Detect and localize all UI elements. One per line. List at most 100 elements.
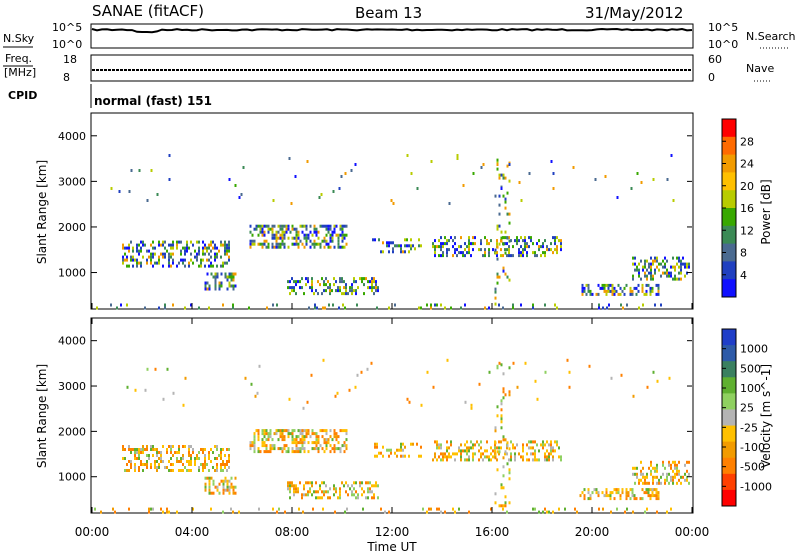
scatter-cell: [466, 449, 468, 453]
scatter-cell: [172, 445, 174, 448]
scatter-cell: [226, 448, 228, 451]
scatter-cell: [656, 256, 658, 260]
scatter-cell: [359, 277, 361, 281]
scatter-cell: [530, 452, 532, 456]
scatter-cell: [210, 243, 212, 247]
scatter-cell: [448, 455, 450, 459]
scatter-cell: [293, 438, 296, 442]
scatter-cell: [680, 265, 682, 269]
scatter-cell: [168, 255, 170, 259]
scatter-cell: [128, 448, 130, 451]
scatter-cell: [339, 245, 342, 249]
scatter-cell: [198, 252, 200, 256]
scatter-cell: [502, 507, 504, 511]
scatter-cell: [204, 454, 206, 457]
scatter-cell: [408, 400, 411, 404]
scatter-cell: [198, 246, 200, 250]
scatter-cell: [359, 484, 361, 488]
scatter-cell: [450, 440, 452, 444]
scatter-cell: [315, 230, 318, 234]
scatter-cell: [484, 455, 486, 459]
scatter-cell: [482, 458, 484, 462]
scatter-cell: [319, 496, 321, 500]
scatter-cell: [670, 274, 672, 278]
scatter-cell: [307, 429, 310, 433]
scatter-cell: [303, 245, 306, 249]
scatter-cell: [357, 493, 359, 497]
scatter-cell: [650, 265, 652, 269]
scatter-cell: [468, 248, 470, 252]
scatter-cell: [380, 507, 382, 511]
scatter-cell: [436, 443, 438, 447]
scatter-cell: [440, 242, 442, 246]
scatter-cell: [234, 184, 237, 187]
scatter-cell: [400, 445, 402, 449]
scatter-cell: [508, 248, 510, 252]
scatter-cell: [210, 491, 213, 495]
scatter-cell: [146, 249, 148, 253]
scatter-cell: [444, 242, 446, 246]
scatter-cell: [210, 507, 212, 511]
scatter-cell: [298, 507, 300, 511]
scatter-cell: [306, 160, 309, 163]
scatter-cell: [544, 239, 546, 243]
scatter-cell: [686, 460, 688, 464]
scatter-cell: [464, 242, 466, 246]
scatter-cell: [464, 248, 466, 252]
scatter-cell: [311, 429, 314, 433]
scatter-cell: [470, 446, 472, 450]
scatter-cell: [568, 385, 571, 389]
scatter-cell: [392, 250, 394, 254]
scatter-cell: [375, 481, 377, 485]
scatter-cell: [504, 452, 506, 456]
scatter-cell: [446, 446, 448, 450]
scatter-cell: [532, 303, 534, 307]
scatter-cell: [502, 254, 504, 258]
scatter-cell: [676, 262, 678, 266]
scatter-cell: [640, 472, 642, 476]
scatter-cell: [496, 364, 499, 368]
scatter-cell: [504, 248, 506, 252]
scatter-cell: [210, 240, 212, 244]
scatter-cell: [148, 507, 150, 511]
scatter-cell: [180, 252, 182, 256]
scatter-cell: [257, 429, 260, 433]
scatter-cell: [293, 289, 295, 293]
scatter-cell: [184, 252, 186, 256]
scatter-cell: [530, 440, 532, 444]
scatter-cell: [496, 163, 499, 166]
scatter-cell: [355, 292, 357, 296]
scatter-cell: [526, 245, 528, 249]
scatter-cell: [656, 259, 658, 263]
scatter-cell: [148, 255, 150, 259]
scatter-cell: [468, 242, 470, 246]
scatter-cell: [621, 488, 624, 492]
scatter-cell: [390, 448, 392, 452]
scatter-cell: [538, 239, 540, 243]
scatter-cell: [281, 432, 284, 436]
scatter-cell: [678, 259, 680, 263]
scatter-cell: [249, 441, 252, 445]
scatter-cell: [325, 490, 327, 494]
scatter-cell: [640, 469, 642, 473]
scatter-cell: [682, 475, 684, 479]
scatter-cell: [150, 448, 152, 451]
scatter-cell: [350, 169, 353, 172]
scatter-cell: [367, 286, 369, 290]
scatter-cell: [337, 236, 340, 240]
scatter-cell: [670, 507, 672, 511]
scatter-cell: [345, 429, 348, 433]
scatter-cell: [627, 491, 630, 495]
scatter-cell: [518, 251, 520, 255]
scatter-cell: [311, 289, 313, 293]
scatter-cell: [654, 475, 656, 479]
scatter-cell: [216, 466, 218, 469]
scatter-cell: [343, 450, 346, 454]
scatter-cell: [198, 249, 200, 253]
scatter-cell: [269, 429, 272, 433]
scatter-cell: [291, 289, 293, 293]
scatter-cell: [343, 236, 346, 240]
scatter-cell: [372, 238, 374, 242]
scatter-cell: [263, 441, 266, 445]
scatter-cell: [337, 242, 340, 246]
